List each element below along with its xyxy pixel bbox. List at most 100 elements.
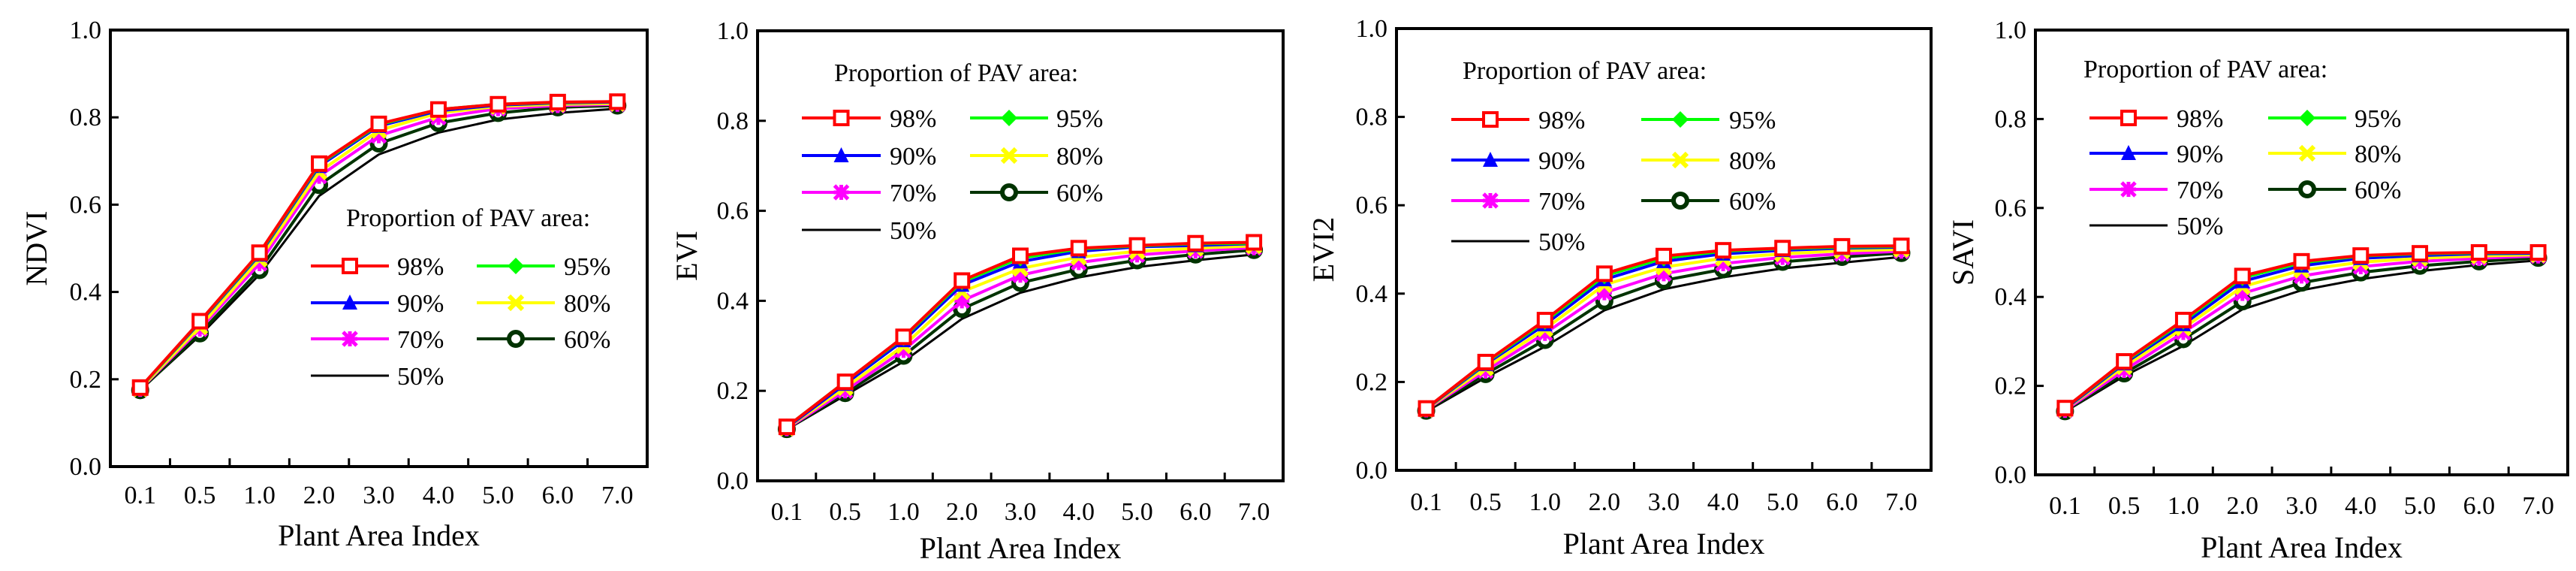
legend-item-50pct: 50%	[802, 217, 936, 245]
x-tick-label: 6.0	[542, 482, 574, 509]
data-point-star-marker	[2352, 258, 2370, 275]
legend-label: 90%	[890, 143, 936, 171]
legend-title: Proportion of PAV area:	[834, 59, 1078, 87]
x-tick-label: 5.0	[482, 482, 514, 509]
y-tick-label: 0.2	[70, 366, 102, 394]
legend: Proportion of PAV area: 98% 95% 90% 80% 70% 60…	[802, 59, 1103, 245]
legend-label: 70%	[397, 326, 444, 354]
x-tick-label: 6.0	[1826, 488, 1858, 516]
y-axis-title: EVI2	[1306, 217, 1340, 282]
legend-cross-marker	[1671, 151, 1689, 169]
legend-label: 95%	[2355, 105, 2401, 133]
legend-item-98pct: 98%	[311, 253, 444, 281]
legend-circle-marker	[2298, 180, 2316, 198]
legend-label: 50%	[397, 363, 444, 391]
y-tick-label: 0.0	[1356, 457, 1388, 485]
x-tick-label: 2.0	[1589, 488, 1621, 516]
legend-cross-marker	[1000, 147, 1018, 165]
x-tick-label: 6.0	[2463, 492, 2496, 520]
series-98pct	[2056, 244, 2547, 417]
x-axis-title: Plant Area Index	[278, 518, 480, 552]
chart-panel-savi: 0.0 0.2 0.4 0.6 0.8 1.0 0.1 0.5 1.0 2.0 3.0 4.0 5.0 6…	[1946, 17, 2569, 564]
y-tick-label: 0.2	[717, 377, 749, 405]
legend-item-70pct: 70%	[2089, 177, 2223, 204]
data-point-star-marker	[1715, 255, 1731, 272]
y-tick-label: 1.0	[717, 17, 749, 45]
legend-label: 70%	[2177, 177, 2223, 204]
y-tick-label: 0.0	[70, 453, 102, 481]
y-axis-title: EVI	[670, 231, 704, 281]
legend-circle-marker	[507, 330, 525, 348]
legend-label: 95%	[564, 253, 610, 281]
plot-frame	[756, 29, 1285, 482]
data-point-square-marker	[2234, 267, 2251, 285]
legend-title: Proportion of PAV area:	[346, 204, 590, 232]
data-point-star-marker	[1071, 254, 1087, 271]
legend: Proportion of PAV area: 98% 95% 90% 80% 70% 60…	[311, 204, 610, 391]
data-point-star-marker	[1128, 246, 1146, 264]
data-point-square-marker	[609, 93, 626, 110]
legend-item-60pct: 60%	[970, 180, 1103, 207]
series-80pct	[1418, 240, 1910, 418]
x-tick-label: 0.1	[2049, 492, 2081, 520]
legend-label: 80%	[564, 290, 610, 318]
legend-diamond-marker	[1672, 111, 1689, 128]
legend-label: 50%	[1538, 228, 1585, 256]
data-point-square-marker	[1128, 237, 1146, 254]
data-point-square-marker	[191, 313, 209, 330]
plot-frame	[1395, 27, 1933, 472]
data-point-square-marker	[2056, 400, 2074, 417]
legend-square-marker	[833, 110, 850, 126]
data-point-square-marker	[954, 272, 971, 289]
legend-label: 70%	[890, 180, 936, 207]
legend-item-80pct: 80%	[477, 290, 610, 318]
data-point-square-marker	[1833, 237, 1851, 255]
x-tick-label: 2.0	[2226, 492, 2258, 520]
x-tick-label: 1.0	[243, 482, 276, 509]
data-point-square-marker	[131, 379, 149, 396]
x-tick-label: 7.0	[2522, 492, 2554, 520]
x-axis-title: Plant Area Index	[2201, 530, 2403, 564]
series-line	[139, 107, 618, 391]
legend: Proportion of PAV area: 98% 95% 90% 80% 70% 60…	[2083, 56, 2401, 240]
y-tick-label: 1.0	[70, 17, 102, 44]
legend-item-50pct: 50%	[2089, 213, 2223, 240]
y-tick-label: 1.0	[1356, 15, 1388, 43]
x-tick-label: 0.1	[124, 482, 156, 509]
y-tick-label: 0.6	[70, 191, 102, 219]
legend-item-50pct: 50%	[311, 363, 444, 391]
data-point-star-marker	[1537, 325, 1553, 342]
legend-item-80pct: 80%	[2268, 140, 2401, 168]
data-point-square-marker	[1715, 242, 1732, 259]
x-tick-label: 2.0	[303, 482, 336, 509]
legend-star-marker	[342, 331, 358, 347]
legend-circle-marker	[1671, 192, 1689, 210]
legend-label: 80%	[1729, 147, 1776, 175]
series-line	[786, 253, 1255, 431]
data-point-square-marker	[490, 95, 507, 113]
legend-diamond-marker	[1001, 110, 1017, 126]
series-50pct	[786, 253, 1255, 431]
legend-item-70pct: 70%	[802, 180, 936, 207]
legend-label: 90%	[2177, 140, 2223, 168]
x-axis-title: Plant Area Index	[920, 531, 1122, 565]
legend-label: 70%	[1538, 188, 1585, 216]
legend-item-90pct: 90%	[311, 290, 444, 318]
legend-title: Proportion of PAV area:	[2083, 56, 2327, 83]
data-point-square-marker	[251, 244, 268, 261]
x-tick-label: 3.0	[2285, 492, 2318, 520]
data-point-square-marker	[2529, 244, 2547, 261]
legend-star-marker	[2120, 181, 2137, 198]
y-tick-label: 0.0	[1995, 461, 2027, 489]
legend-label: 60%	[564, 326, 610, 354]
data-point-square-marker	[549, 93, 566, 110]
legend-square-marker	[1482, 111, 1499, 128]
data-point-square-marker	[2174, 311, 2192, 328]
y-axis-title: NDVI	[20, 211, 53, 286]
y-tick-label: 0.8	[1995, 105, 2027, 133]
data-point-square-marker	[429, 101, 447, 118]
data-point-square-marker	[778, 418, 795, 436]
x-tick-label: 0.1	[1410, 488, 1442, 516]
x-tick-label: 0.5	[184, 482, 216, 509]
